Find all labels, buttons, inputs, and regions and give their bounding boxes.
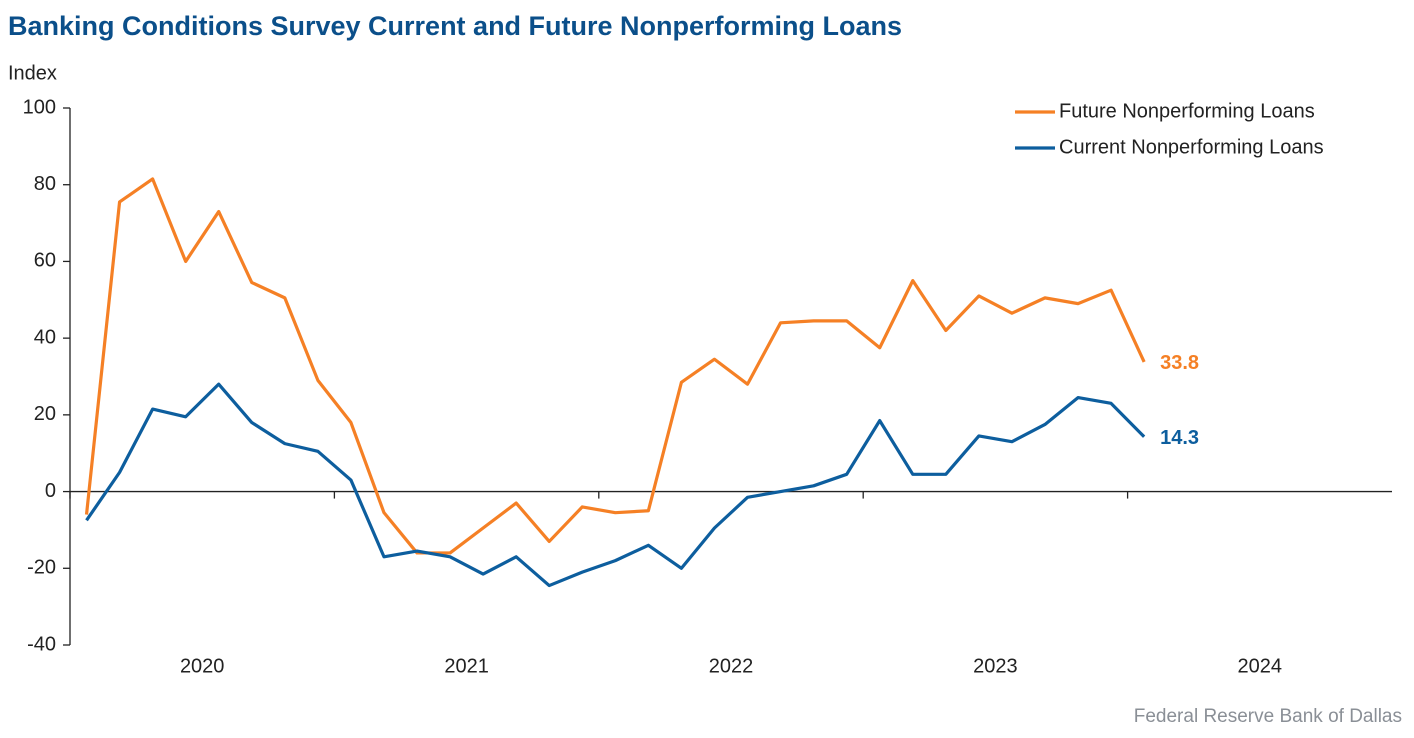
x-tick-label: 2021: [444, 655, 489, 677]
legend-label: Future Nonperforming Loans: [1059, 100, 1315, 122]
y-tick-label: 0: [45, 480, 56, 502]
series-line: [85, 382, 1146, 588]
x-tick-label: 2024: [1238, 655, 1283, 677]
y-tick-label: -40: [27, 633, 56, 655]
y-tick-label: -20: [27, 557, 56, 579]
y-tick-label: 40: [34, 326, 56, 348]
y-tick-label: 80: [34, 173, 56, 195]
y-axis-label: Index: [8, 62, 57, 84]
y-tick-label: 100: [23, 96, 56, 118]
end-value-label: 33.8: [1160, 352, 1199, 374]
end-value-label: 14.3: [1160, 427, 1199, 449]
series-line: [84, 177, 1146, 555]
x-tick-label: 2020: [180, 655, 225, 677]
y-tick-label: 60: [34, 250, 56, 272]
source: Federal Reserve Bank of Dallas: [1134, 706, 1402, 727]
y-tick-label: 20: [34, 403, 56, 425]
chart-title: Banking Conditions Survey Current and Fu…: [8, 11, 902, 41]
x-tick-label: 2022: [709, 655, 754, 677]
legend-label: Current Nonperforming Loans: [1059, 136, 1324, 158]
x-tick-label: 2023: [973, 655, 1018, 677]
